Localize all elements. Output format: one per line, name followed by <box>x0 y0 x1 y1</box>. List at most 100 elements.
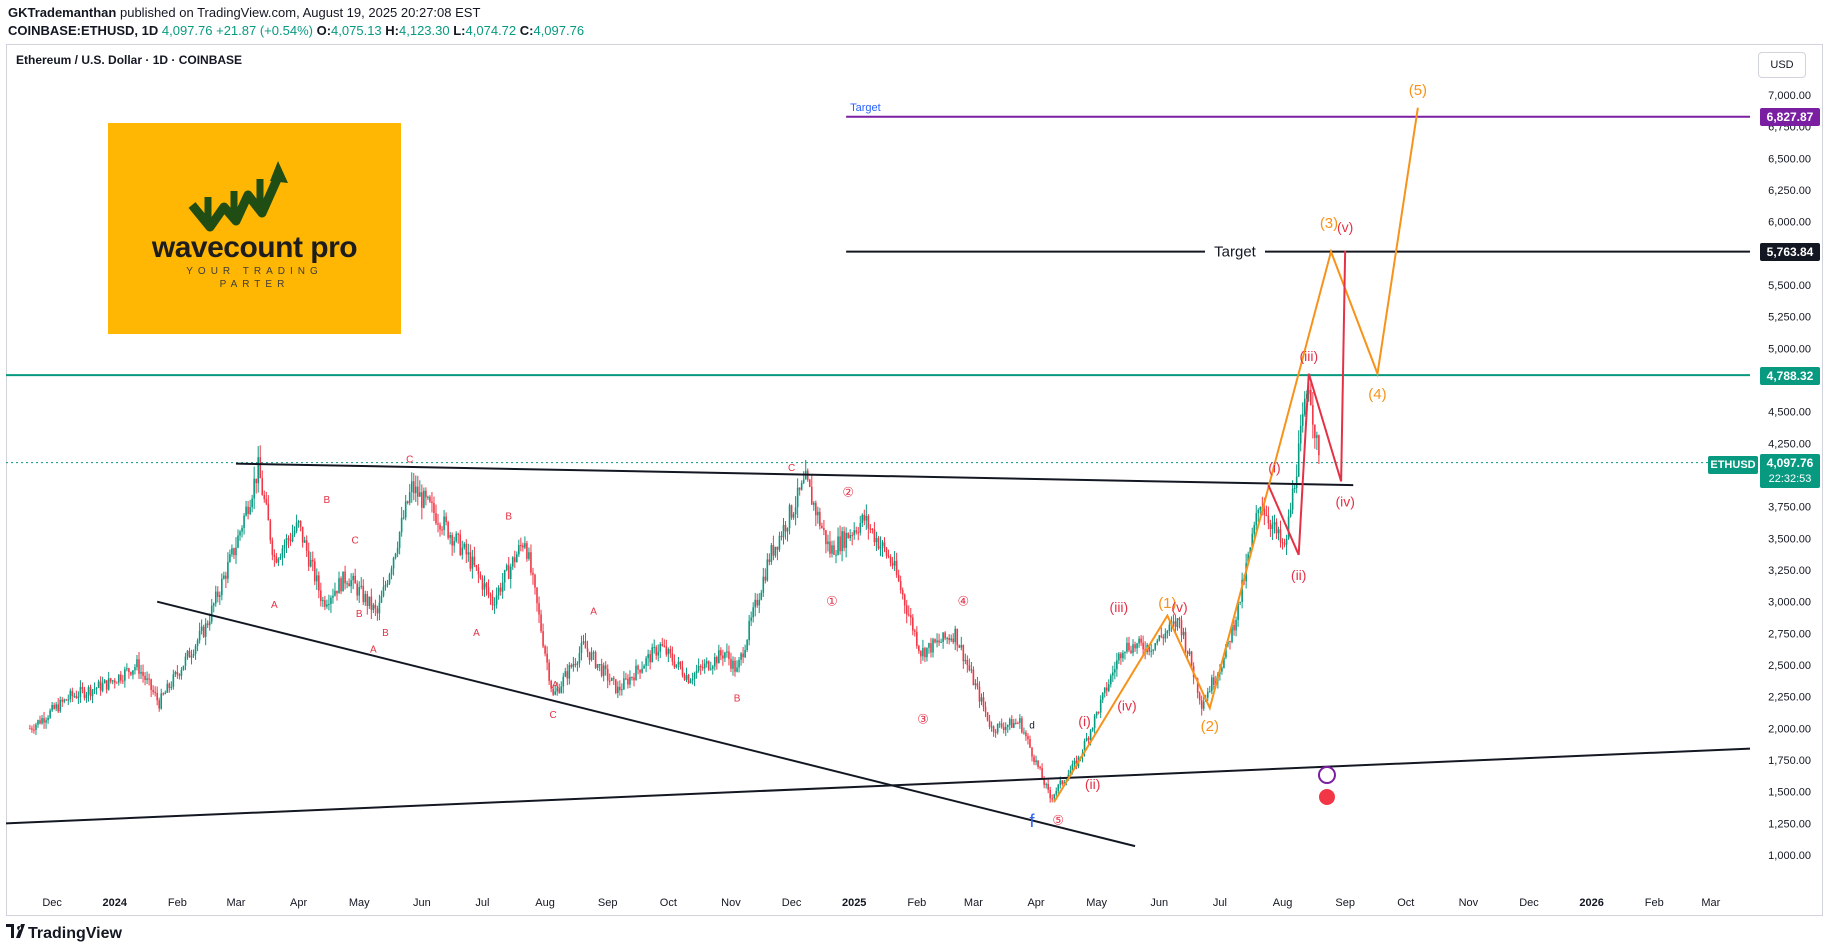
candle-body <box>461 547 464 555</box>
candle-body <box>675 664 678 668</box>
candle-body <box>291 534 294 542</box>
candle-body <box>1124 651 1126 653</box>
candle-body <box>241 527 243 532</box>
candle-body <box>374 604 377 609</box>
candle-body <box>1293 488 1296 490</box>
y-tick-label: 4,250.00 <box>1768 438 1811 450</box>
candle-body <box>522 545 524 548</box>
candle-body <box>299 520 302 527</box>
candle-body <box>463 543 466 548</box>
candle-body <box>59 699 62 712</box>
candle-body <box>281 548 284 557</box>
candle-body <box>619 686 621 691</box>
candle-body <box>380 596 383 603</box>
candle-body <box>249 507 251 514</box>
abc-label: B <box>356 609 363 620</box>
candle-body <box>293 531 296 535</box>
candle-body <box>186 650 189 657</box>
y-tick-label: 3,250.00 <box>1768 565 1811 577</box>
candle-body <box>1150 650 1153 652</box>
y-tick-label: 3,000.00 <box>1768 597 1811 609</box>
candle-body <box>1091 727 1094 731</box>
candle-body <box>926 647 928 658</box>
candle-body <box>1027 736 1029 740</box>
candle-body <box>479 574 482 579</box>
candle-body <box>471 556 474 569</box>
change-value: +21.87 (+0.54%) <box>216 23 313 38</box>
candle-body <box>1063 782 1066 784</box>
candle-body <box>1221 667 1223 672</box>
candle-body <box>942 632 944 642</box>
candle-body <box>924 648 926 658</box>
candle-body <box>899 580 902 591</box>
candle-body <box>429 496 431 502</box>
candle-body <box>31 728 33 730</box>
candle-body <box>964 660 967 662</box>
candle-body <box>772 545 775 556</box>
candle-body <box>855 530 858 533</box>
logo-tagline-2: PARTER <box>219 279 290 290</box>
candle-body <box>348 583 350 587</box>
publisher-name[interactable]: GKTrademanthan <box>8 5 117 20</box>
candle-body <box>158 700 161 709</box>
x-tick-label: Dec <box>42 897 62 909</box>
price-chart[interactable]: 1,000.00 1,250.00 1,500.00 1,750.00 2,000.00… <box>6 44 1823 916</box>
candle-body <box>1073 760 1076 765</box>
candle-body <box>204 623 207 637</box>
candle-body <box>1142 642 1144 650</box>
candle-body <box>728 651 730 659</box>
candle-body <box>1101 693 1104 700</box>
candle-body <box>350 580 352 587</box>
candle-body <box>1136 643 1138 649</box>
candle-body <box>265 499 268 504</box>
candle-body <box>930 643 932 653</box>
candle-body <box>707 661 710 670</box>
candle-body <box>1140 638 1142 643</box>
open-label: O: <box>316 23 332 38</box>
candle-body <box>1188 651 1191 655</box>
x-tick-label: Mar <box>964 897 983 909</box>
candle-body <box>410 481 413 493</box>
candle-body <box>831 545 833 554</box>
orange-wave-4: (4) <box>1368 386 1386 403</box>
x-tick-label: Aug <box>535 897 555 909</box>
candle-body <box>516 554 518 563</box>
candle-body <box>986 712 989 721</box>
candle-body <box>792 514 795 518</box>
tradingview-logo[interactable]: TradingView <box>6 924 122 943</box>
candle-body <box>681 667 684 676</box>
candle-body <box>738 659 740 668</box>
candle-body <box>885 548 888 556</box>
y-tick-label: 6,500.00 <box>1768 153 1811 165</box>
candle-body <box>507 565 510 579</box>
candle-body <box>174 672 177 675</box>
candle-body <box>1213 677 1215 685</box>
red-minor-v: (v) <box>1171 599 1187 615</box>
x-tick-label: 2026 <box>1579 897 1603 909</box>
candle-body <box>134 667 136 671</box>
candle-body <box>655 647 658 656</box>
candle-body <box>651 647 653 663</box>
candle-body <box>829 541 831 554</box>
currency-button[interactable]: USD <box>1758 52 1806 78</box>
candle-body <box>1235 619 1237 631</box>
red-upper-ii: (ii) <box>1291 567 1307 583</box>
candle-body <box>1259 507 1262 510</box>
candle-body <box>659 644 662 652</box>
candle-body <box>1158 635 1161 641</box>
last-price-label: 4,097.76 22:32:53 <box>1760 454 1820 488</box>
candle-body <box>879 546 882 549</box>
candle-body <box>548 662 550 681</box>
candle-body <box>128 668 130 673</box>
candle-body <box>821 525 823 529</box>
resistance-price-label: 4,788.32 <box>1760 367 1820 385</box>
candle-body <box>1041 767 1043 779</box>
candle-body <box>120 674 122 681</box>
candle-body <box>489 594 492 597</box>
candle-body <box>744 649 746 658</box>
candle-body <box>1223 657 1225 668</box>
candle-body <box>277 558 280 563</box>
candle-body <box>1233 625 1235 631</box>
candle-body <box>1045 783 1047 785</box>
candle-body <box>530 552 532 573</box>
